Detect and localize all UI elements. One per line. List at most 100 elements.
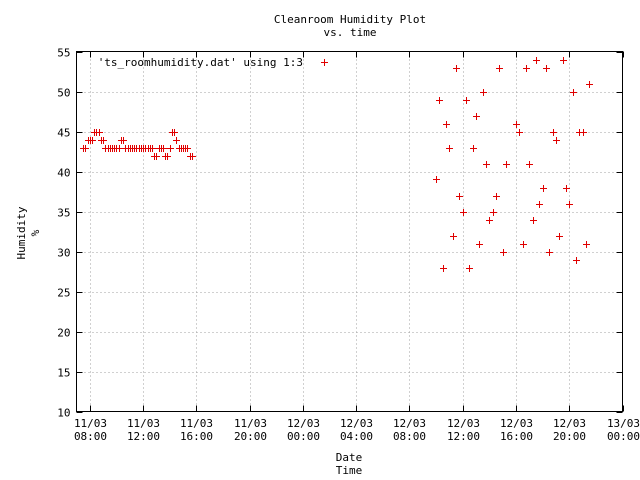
y-tick-label: 35 (57, 207, 70, 220)
data-point (546, 249, 553, 256)
data-point (450, 233, 457, 240)
x-tick-time: 08:00 (74, 430, 107, 443)
data-point (96, 129, 103, 136)
data-point (446, 145, 453, 152)
data-point (120, 137, 127, 144)
x-tick-time: 12:00 (447, 430, 480, 443)
data-point (171, 129, 178, 136)
plot-frame (76, 51, 623, 412)
data-point (436, 97, 443, 104)
x-tick-time: 16:00 (180, 430, 213, 443)
data-point (82, 145, 89, 152)
data-point (460, 209, 467, 216)
x-tick-date: 12/03 (393, 417, 426, 430)
data-point (526, 161, 533, 168)
chart-title: Cleanroom Humidity Plot (274, 13, 426, 26)
data-point (580, 129, 587, 136)
data-point (483, 161, 490, 168)
data-point (556, 233, 563, 240)
y-tick-labels: 10 15 20 25 30 35 40 45 50 55 (57, 47, 70, 420)
x-tick-time: 00:00 (287, 430, 320, 443)
y-tick-label: 30 (57, 247, 70, 260)
axis-ticks (76, 51, 624, 413)
x-tick-time: 20:00 (553, 430, 586, 443)
data-point (530, 217, 537, 224)
x-tick-time: 04:00 (340, 430, 373, 443)
data-point (476, 241, 483, 248)
data-point (513, 121, 520, 128)
x-tick-date: 11/03 (180, 417, 213, 430)
data-point (443, 121, 450, 128)
data-point (543, 65, 550, 72)
x-tick-date: 12/03 (553, 417, 586, 430)
data-point (570, 89, 577, 96)
data-point (167, 145, 174, 152)
legend-label: 'ts_roomhumidity.dat' using 1:3 (98, 56, 303, 69)
x-tick-date: 12/03 (447, 417, 480, 430)
x-tick-date: 11/03 (127, 417, 160, 430)
legend-marker (321, 59, 328, 66)
data-point (440, 265, 447, 272)
data-point (189, 153, 196, 160)
x-tick-labels: 11/0308:0011/0312:0011/0316:0011/0320:00… (74, 417, 640, 443)
data-point (89, 137, 96, 144)
x-tick-time: 08:00 (393, 430, 426, 443)
legend: 'ts_roomhumidity.dat' using 1:3 (98, 56, 328, 69)
data-point (463, 97, 470, 104)
x-tick-date: 11/03 (74, 417, 107, 430)
data-point (433, 176, 440, 183)
data-point (466, 265, 473, 272)
data-point (540, 185, 547, 192)
x-tick-date: 12/03 (500, 417, 533, 430)
data-point (173, 137, 180, 144)
x-axis-label-line-1: Date (336, 451, 363, 464)
data-point (470, 145, 477, 152)
y-tick-label: 10 (57, 407, 70, 420)
data-point (536, 201, 543, 208)
data-point (493, 193, 500, 200)
y-tick-label: 55 (57, 47, 70, 60)
data-points (80, 57, 593, 272)
x-tick-date: 11/03 (234, 417, 267, 430)
x-tick-time: 16:00 (500, 430, 533, 443)
data-point (520, 241, 527, 248)
y-tick-label: 50 (57, 87, 70, 100)
data-point (550, 129, 557, 136)
data-point (100, 137, 107, 144)
x-tick-time: 00:00 (607, 430, 640, 443)
data-point (586, 81, 593, 88)
data-point (456, 193, 463, 200)
data-point (516, 129, 523, 136)
data-point (164, 153, 171, 160)
x-axis-label-line-2: Time (336, 464, 363, 477)
data-point (149, 145, 156, 152)
x-tick-date: 13/03 (607, 417, 640, 430)
data-point (523, 65, 530, 72)
x-tick-date: 12/03 (340, 417, 373, 430)
data-point (566, 201, 573, 208)
chart-subtitle: vs. time (324, 26, 377, 39)
grid (76, 51, 623, 412)
y-tick-label: 45 (57, 127, 70, 140)
x-tick-time: 12:00 (127, 430, 160, 443)
data-point (490, 209, 497, 216)
data-point (553, 137, 560, 144)
y-axis-label-line-1: Humidity (15, 206, 28, 259)
y-tick-label: 25 (57, 287, 70, 300)
data-point (500, 249, 507, 256)
data-point (573, 257, 580, 264)
y-axis-label-line-2: % (29, 229, 42, 236)
y-tick-label: 20 (57, 327, 70, 340)
data-point (496, 65, 503, 72)
data-point (503, 161, 510, 168)
data-point (480, 89, 487, 96)
y-tick-label: 40 (57, 167, 70, 180)
